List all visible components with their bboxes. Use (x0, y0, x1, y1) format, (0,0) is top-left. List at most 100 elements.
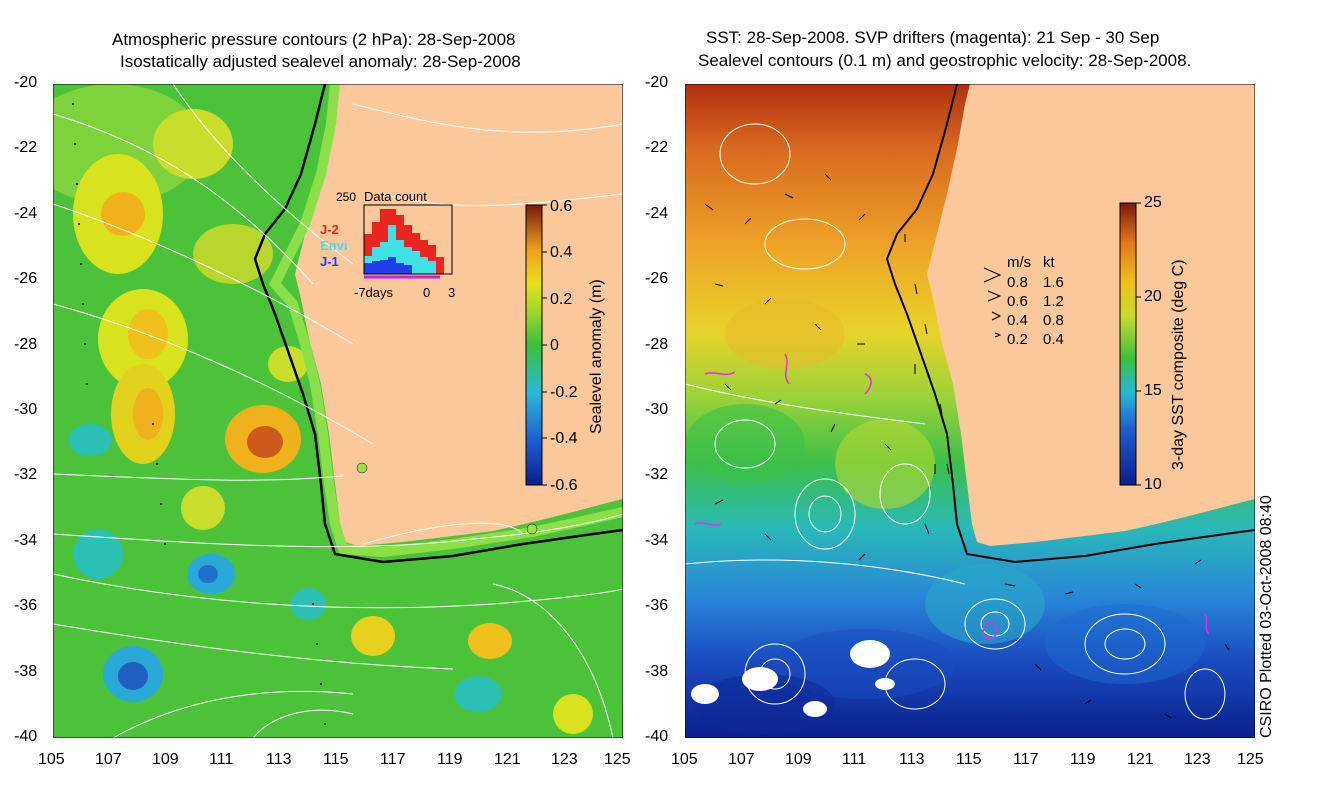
lon-tick: 113 (899, 751, 925, 768)
lat-tick: -28 (645, 336, 669, 353)
lat-tick: -36 (645, 597, 669, 614)
sealevel-contours (685, 123, 1226, 720)
left-title-line1: Atmospheric pressure contours (2 hPa): 2… (112, 30, 516, 49)
left-title-line2: Isostatically adjusted sealevel anomaly:… (120, 52, 521, 71)
velocity-header-kt: kt (1043, 255, 1056, 271)
lat-tick: -28 (14, 336, 38, 353)
lat-tick: -34 (645, 532, 669, 549)
lat-tick: -22 (14, 139, 38, 156)
lat-tick: -20 (645, 74, 669, 91)
lon-tick: 107 (95, 751, 122, 768)
velocity-arrow-icon (994, 332, 1002, 338)
lon-tick: 109 (152, 751, 179, 768)
right-cbar-tick: 10 (1144, 476, 1162, 493)
left-cbar-tick: 0.6 (550, 198, 573, 215)
lat-tick: -26 (14, 270, 38, 287)
cloud-gaps (691, 640, 895, 717)
right-cbar-tick: 15 (1144, 382, 1162, 399)
inset-ymax: 250 (336, 190, 356, 204)
lon-tick: 115 (956, 751, 982, 768)
right-cbar-tick: 20 (1144, 288, 1162, 305)
lat-tick: -24 (14, 205, 38, 222)
velocity-arrow-icon (983, 267, 1002, 283)
left-cbar-label: Sealevel anomaly (m) (588, 279, 605, 434)
velocity-kt-value: 1.6 (1043, 274, 1064, 291)
lon-tick: 105 (38, 751, 65, 768)
left-cbar-tick: -0.6 (550, 477, 578, 494)
inset-legend-envi: Envi (320, 238, 347, 253)
lon-tick: 121 (1127, 751, 1154, 768)
velocity-ms-value: 0.8 (1007, 274, 1028, 291)
tide-gauge-marker (356, 462, 368, 474)
right-isobath (885, 84, 1255, 564)
left-cbar-tick: 0.4 (550, 244, 573, 261)
credit-label: CSIRO Plotted 03-Oct-2008 08:40 (1258, 495, 1275, 738)
right-cbar-tick: 25 (1144, 194, 1162, 211)
lon-tick: 117 (1013, 751, 1039, 768)
right-cbar-label: 3-day SST composite (deg C) (1170, 259, 1187, 470)
lat-tick: -40 (645, 728, 669, 745)
inset-legend-j2: J-2 (320, 222, 339, 237)
velocity-legend: m/s kt 0.8 1.6 0.6 1.2 0.4 0.8 0.2 0.4 (983, 255, 1064, 348)
lat-tick: -38 (14, 663, 38, 680)
lon-tick: 117 (380, 751, 406, 768)
data-count-inset: 250 Data count J-2 Envi J-1 -7days 0 3 (320, 189, 455, 300)
left-colorbar (525, 204, 547, 486)
right-sst-map (685, 84, 1255, 738)
inset-legend-j1: J-1 (320, 254, 339, 269)
lon-tick: 119 (1070, 751, 1096, 768)
lat-tick: -38 (645, 663, 669, 680)
lon-tick: 111 (209, 751, 234, 768)
inset-xlabel-end: 3 (448, 285, 455, 300)
right-title-line2: Sealevel contours (0.1 m) and geostrophi… (698, 51, 1192, 70)
lon-tick: 115 (323, 751, 349, 768)
lon-tick: 123 (551, 751, 578, 768)
lon-tick: 111 (842, 751, 867, 768)
velocity-ms-value: 0.2 (1007, 331, 1028, 348)
lon-tick: 121 (494, 751, 521, 768)
lat-tick: -30 (645, 401, 669, 418)
lat-tick: -22 (645, 139, 669, 156)
lat-tick: -32 (14, 466, 38, 483)
lon-tick: 109 (785, 751, 812, 768)
right-colorbar (1119, 202, 1141, 486)
velocity-kt-value: 1.2 (1043, 293, 1064, 310)
lon-tick: 125 (1237, 751, 1264, 768)
left-cbar-tick: 0.2 (550, 291, 573, 308)
lat-tick: -20 (14, 74, 38, 91)
lat-tick: -34 (14, 532, 38, 549)
lat-tick: -30 (14, 401, 38, 418)
inset-bars (364, 209, 444, 274)
lon-tick: 119 (437, 751, 463, 768)
left-cbar-tick: 0 (550, 337, 559, 354)
lat-tick: -36 (14, 597, 38, 614)
lat-tick: -24 (645, 205, 669, 222)
velocity-arrow-icon (987, 290, 1002, 302)
velocity-arrows (704, 173, 1230, 719)
left-track-dots (72, 103, 326, 725)
velocity-ms-value: 0.4 (1007, 312, 1028, 329)
lat-tick: -40 (14, 728, 38, 745)
left-cbar-tick: -0.2 (550, 384, 578, 401)
left-pressure-contours (53, 84, 623, 738)
right-title-line1: SST: 28-Sep-2008. SVP drifters (magenta)… (706, 28, 1160, 47)
lon-tick: 107 (728, 751, 755, 768)
sst-patches (685, 299, 1205, 734)
velocity-header-ms: m/s (1007, 255, 1031, 271)
velocity-kt-value: 0.8 (1043, 312, 1064, 329)
left-shelf-band (269, 84, 623, 558)
lat-tick: -32 (645, 466, 669, 483)
right-land (927, 84, 1255, 546)
anomaly-blobs (53, 84, 593, 734)
drifter-tracks (694, 353, 1210, 640)
lon-tick: 105 (671, 751, 698, 768)
lon-tick: 123 (1184, 751, 1211, 768)
lon-tick: 113 (266, 751, 292, 768)
lon-tick: 125 (604, 751, 631, 768)
velocity-kt-value: 0.4 (1043, 331, 1064, 348)
inset-title: Data count (364, 189, 427, 204)
tide-gauge-marker (526, 523, 538, 535)
lat-tick: -26 (645, 270, 669, 287)
velocity-ms-value: 0.6 (1007, 293, 1028, 310)
inset-xlabel-zero: 0 (423, 285, 430, 300)
